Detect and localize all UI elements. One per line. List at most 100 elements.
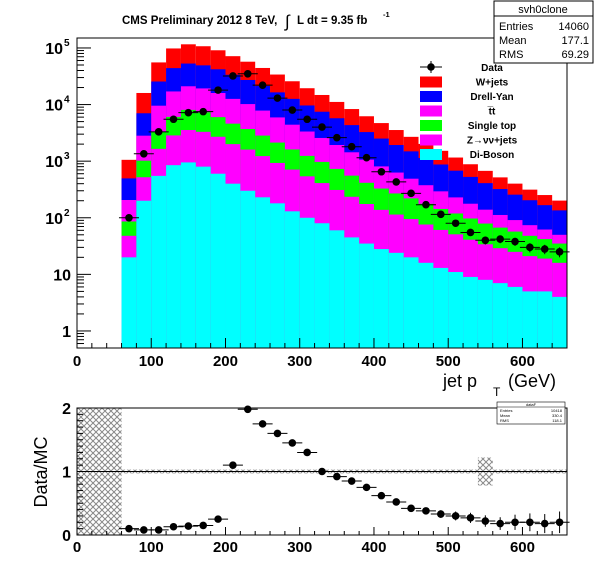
data-point-27	[526, 243, 534, 252]
bar-di-boson-10	[270, 203, 285, 348]
bar-di-boson-12	[299, 217, 315, 348]
stats-rms-value: 69.29	[561, 49, 589, 61]
y-tick-label-0: 1	[62, 324, 71, 341]
ratio-point-21	[436, 510, 445, 518]
data-point-5	[199, 107, 208, 116]
ratio-point-8	[243, 405, 252, 414]
bar-di-boson-28	[537, 291, 553, 348]
ratio-point-28	[540, 519, 549, 528]
bar-di-boson-6	[210, 173, 226, 348]
stats-box-frame	[493, 0, 594, 64]
y-tick-exponent-2: 2	[64, 208, 70, 219]
ratio-stats-title: dataF	[526, 402, 537, 407]
ratio-point-11	[288, 439, 297, 447]
legend-label-6: Di-Boson	[470, 150, 514, 161]
ratio-point-0	[125, 524, 133, 533]
stacked-histogram	[121, 44, 567, 349]
ratio-point-24	[481, 517, 490, 525]
legend-label-3: t̅t	[487, 106, 496, 118]
ratio-point-16	[362, 483, 371, 492]
bar-di-boson-25	[492, 283, 508, 348]
legend-label-1: W+jets	[476, 78, 509, 89]
data-point-14	[333, 133, 341, 142]
x-tick-label-3: 300	[287, 353, 312, 370]
ratio-point-15	[347, 477, 356, 485]
x-tick-label-0: 0	[73, 353, 81, 370]
data-point-17	[377, 167, 386, 176]
title-text: CMS Preliminary 2012 8 TeV,	[122, 15, 277, 27]
data-point-8	[243, 69, 252, 78]
ratio-stats-mean-value: 330.4	[552, 413, 563, 418]
data-point-1	[140, 149, 148, 158]
bar-di-boson-9	[255, 197, 271, 348]
bar-di-boson-22	[448, 272, 464, 348]
data-point-29	[555, 248, 564, 256]
bar-di-boson-14	[329, 230, 345, 348]
x-tick-label-4: 400	[361, 353, 386, 370]
title-lumi: L dt = 9.35 fb	[297, 15, 367, 27]
legend-label-0: Data	[481, 63, 503, 74]
data-point-24	[481, 236, 490, 245]
stats-mean-label: Mean	[499, 35, 527, 47]
legend-swatch-1	[420, 76, 442, 88]
y-tick-exponent-3: 3	[64, 151, 70, 162]
ratio-y-tick-label-2: 2	[62, 401, 71, 418]
ratio-point-2	[154, 526, 163, 534]
y-tick-label-3: 10	[45, 154, 63, 171]
ratio-stats-box-frame	[496, 401, 566, 425]
ratio-stats-rms-value: 118.1	[552, 418, 562, 423]
ratio-stats-mean-label: Mean	[500, 413, 510, 418]
ratio-stats-entries-label: Entries	[500, 408, 512, 413]
bar-di-boson-29	[552, 296, 567, 348]
bar-di-boson-11	[284, 211, 300, 348]
ratio-point-17	[377, 491, 386, 500]
ratio-points	[118, 405, 570, 534]
ratio-x-tick-label-3: 300	[287, 539, 312, 556]
ratio-point-18	[392, 498, 401, 506]
ratio-point-1	[140, 526, 148, 534]
data-point-10	[273, 94, 282, 102]
bar-di-boson-19	[403, 257, 419, 348]
legend-swatch-5	[420, 134, 442, 146]
data-point-3	[169, 115, 178, 124]
data-point-25	[496, 235, 504, 243]
legend-data-marker	[427, 63, 435, 71]
ratio-point-10	[273, 429, 282, 438]
legend-label-5: Z→νν+jets	[467, 136, 518, 147]
ratio-point-25	[496, 519, 504, 528]
bar-di-boson-24	[477, 279, 493, 348]
ratio-point-19	[407, 504, 415, 513]
data-point-0	[125, 213, 133, 222]
bar-di-boson-4	[180, 162, 196, 348]
ratio-point-29	[555, 518, 564, 527]
main-frame	[76, 37, 568, 349]
bar-di-boson-5	[195, 166, 211, 348]
data-point-16	[362, 153, 371, 162]
bar-di-boson-20	[418, 262, 434, 348]
stats-entries-value: 14060	[558, 21, 589, 33]
data-point-21	[436, 210, 445, 219]
x-tick-label-6: 600	[510, 353, 535, 370]
bar-di-boson-7	[225, 183, 241, 348]
legend-label-4: Single top	[468, 121, 516, 132]
bar-di-boson-23	[463, 276, 478, 348]
y-tick-label-1: 10	[53, 267, 71, 284]
data-point-11	[288, 106, 297, 114]
ratio-point-4	[184, 522, 193, 530]
ratio-x-tick-label-0: 0	[73, 539, 81, 556]
ratio-x-tick-label-1: 100	[139, 539, 164, 556]
data-point-9	[258, 81, 267, 89]
ratio-stats-box: dataF Entries 10418 Mean 330.4 RMS 118.1	[496, 401, 566, 425]
data-point-19	[407, 189, 415, 198]
ratio-stats-entries-value: 10418	[551, 408, 563, 413]
legend-swatch-4	[420, 120, 442, 131]
data-point-7	[229, 72, 237, 80]
ratio-point-26	[511, 518, 519, 527]
ratio-point-7	[229, 461, 237, 469]
bar-di-boson-27	[522, 291, 538, 348]
legend-swatch-3	[420, 105, 442, 117]
bar-di-boson-13	[314, 223, 330, 348]
